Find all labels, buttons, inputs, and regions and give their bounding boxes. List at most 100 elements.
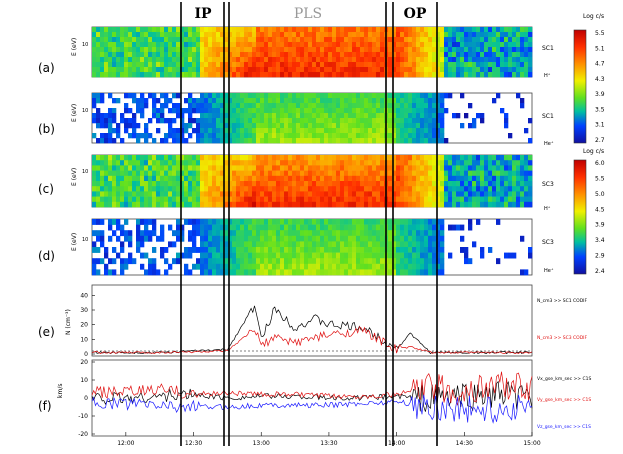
spectrogram-cell (392, 62, 397, 68)
spectrogram-cell (128, 155, 133, 161)
spectrogram-cell (472, 47, 477, 53)
spectrogram-cell (96, 258, 101, 265)
spectrogram-cell (244, 235, 249, 242)
spectrogram-cell (324, 113, 329, 119)
spectrogram-cell (240, 32, 245, 38)
spectrogram-cell (340, 62, 345, 68)
spectrogram-cell (336, 155, 341, 161)
spectrogram-cell (380, 175, 385, 182)
spectrogram-cell (292, 155, 297, 161)
spectrogram-cell (300, 196, 305, 203)
spectrogram-cell (224, 93, 229, 99)
spectrogram-cell (376, 230, 381, 237)
spectrogram-cell (480, 170, 485, 177)
spectrogram-cell (432, 133, 437, 139)
spectrogram-cell (404, 113, 409, 119)
spectrogram-cell (440, 247, 445, 253)
spectrogram-cell (160, 32, 165, 38)
spectrogram-cell (356, 181, 361, 187)
spectrogram-cell (144, 252, 149, 259)
spectrogram-cell (408, 27, 413, 33)
spectrogram-cell (520, 165, 525, 171)
spectrogram-cell (220, 165, 225, 171)
spectrogram-cell (232, 263, 237, 270)
spectrogram-cell (444, 181, 449, 187)
spectrogram-cell (440, 42, 445, 48)
spectrogram-cell (436, 37, 441, 43)
spectrogram-cell (144, 181, 149, 187)
spectrogram-cell (456, 67, 461, 73)
spectrogram-cell (188, 160, 193, 166)
spectrogram-cell (180, 133, 185, 139)
spectrogram-cell (320, 32, 325, 38)
spectrogram-cell (240, 241, 245, 248)
spectrogram-cell (396, 138, 401, 144)
spectrogram-cell (96, 138, 101, 144)
spectrogram-cell (416, 98, 421, 104)
spectrogram-cell (284, 37, 289, 43)
spectrogram-cell (240, 155, 245, 161)
spectrogram-cell (260, 219, 265, 225)
spectrogram-cell (156, 128, 161, 134)
spectrogram-cell (376, 196, 381, 203)
spectrogram-cell (152, 219, 157, 225)
spectrogram-cell (404, 72, 409, 78)
spectrogram-cell (312, 196, 317, 203)
spectrogram-cell (244, 252, 249, 259)
spectrogram-cell (312, 123, 317, 129)
spectrogram-cell (324, 103, 329, 109)
spectrogram-cell (340, 37, 345, 43)
spectrogram-cell (164, 52, 169, 58)
spectrogram-cell (424, 47, 429, 53)
spectrogram-cell (412, 118, 417, 124)
spectrogram-cell (256, 108, 261, 114)
spectrogram-cell (456, 113, 461, 119)
spectrogram-cell (156, 235, 161, 242)
spectrogram-cell (264, 196, 269, 203)
spectrogram-cell (360, 165, 365, 171)
spectrogram-cell (520, 269, 525, 276)
spectrogram-cell (116, 133, 121, 139)
spectrogram-cell (316, 247, 321, 253)
spectrogram-cell (372, 219, 377, 225)
spectrogram-cell (160, 47, 165, 53)
spectrogram-cell (480, 165, 485, 171)
spectrogram-cell (184, 123, 189, 129)
spectrogram-cell (156, 67, 161, 73)
spectrogram-cell (216, 47, 221, 53)
spectrogram-cell (272, 52, 277, 58)
spectrogram-cell (188, 72, 193, 78)
spectrogram-cell (300, 165, 305, 171)
spectrogram-cell (264, 263, 269, 270)
spectrogram-cell (408, 155, 413, 161)
spectrogram-cell (528, 247, 533, 253)
spectrogram-cell (236, 118, 241, 124)
spectrogram-cell (232, 113, 237, 119)
spectrogram-cell (284, 128, 289, 134)
spectrogram-cell (340, 52, 345, 58)
spectrogram-cell (248, 186, 253, 192)
spectrogram-cell (320, 133, 325, 139)
spectrogram-cell (404, 258, 409, 265)
spectrogram-cell (436, 108, 441, 114)
spectrogram-cell (148, 269, 153, 276)
spectrogram-cell (152, 138, 157, 144)
spectrogram-cell (208, 123, 213, 129)
spectrogram-cell (156, 186, 161, 192)
spectrogram-cell (488, 186, 493, 192)
spectrogram-cell (252, 219, 257, 225)
spectrogram-cell (200, 191, 205, 197)
spectrogram-cell (468, 47, 473, 53)
spectrogram-cell (440, 191, 445, 197)
spectrogram-cell (492, 196, 497, 203)
spectrogram-cell (396, 128, 401, 134)
spectrogram-cell (308, 269, 313, 276)
spectrogram-cell (212, 181, 217, 187)
spectrogram-cell (368, 196, 373, 203)
spectrogram-cell (420, 133, 425, 139)
spectrogram-cell (312, 72, 317, 78)
spectrogram-cell (340, 103, 345, 109)
spectrogram-cell (440, 128, 445, 134)
spectrogram-cell (212, 52, 217, 58)
spectrogram-cell (280, 57, 285, 63)
